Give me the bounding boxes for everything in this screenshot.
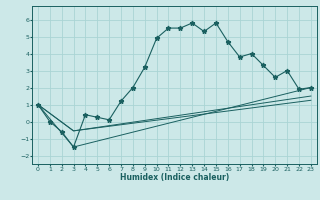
X-axis label: Humidex (Indice chaleur): Humidex (Indice chaleur): [120, 173, 229, 182]
